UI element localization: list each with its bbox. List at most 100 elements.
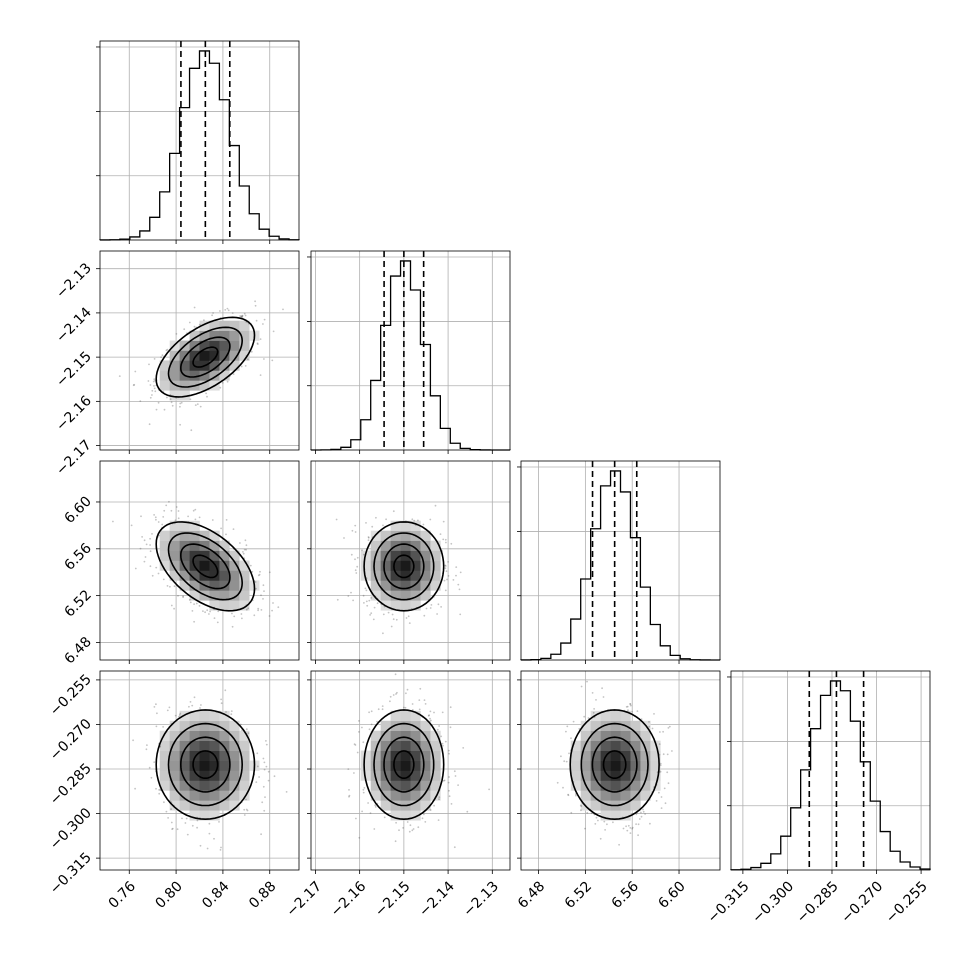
scatter-point — [450, 542, 453, 545]
density-cell — [239, 570, 250, 581]
density-cell — [169, 740, 180, 751]
density-cell — [179, 360, 190, 371]
density-cell — [179, 740, 190, 751]
density-cell — [169, 550, 180, 561]
density-cell — [209, 370, 220, 381]
contour-2 — [167, 532, 244, 601]
scatter-point — [190, 429, 193, 432]
density-cell — [400, 530, 411, 541]
scatter-point — [563, 760, 566, 763]
x-tick-label: −0.300 — [749, 878, 797, 926]
scatter-point — [382, 632, 384, 635]
density-cell — [590, 740, 601, 751]
scatter-point — [204, 611, 207, 614]
scatter-point — [407, 615, 410, 618]
scatter-point — [592, 711, 595, 714]
density-cell — [219, 340, 230, 351]
density-cell — [630, 780, 641, 791]
density-cell — [590, 720, 601, 731]
density-cell — [199, 750, 210, 761]
scatter-point — [640, 718, 643, 720]
density-cell — [400, 780, 411, 791]
scatter-point — [450, 803, 453, 805]
density-cell — [390, 520, 401, 531]
scatter-point — [406, 688, 409, 691]
scatter-point — [171, 827, 174, 830]
scatter-point — [193, 620, 196, 623]
scatter-point — [395, 821, 397, 824]
density-cell — [239, 740, 250, 751]
scatter-point — [441, 742, 444, 745]
scatter-point — [358, 836, 361, 839]
density-cell — [400, 770, 411, 781]
scatter-point — [428, 714, 430, 717]
density-cell — [179, 570, 190, 581]
scatter-point — [170, 509, 173, 512]
scatter-point — [438, 798, 440, 800]
density-cell — [209, 560, 220, 571]
scatter-point — [625, 706, 628, 708]
density-cell — [620, 810, 631, 821]
contour-1 — [591, 736, 638, 793]
scatter-point — [663, 787, 666, 790]
scatter-point — [651, 727, 654, 730]
scatter-point — [402, 706, 405, 709]
density-cell — [219, 330, 230, 341]
scatter-point — [184, 822, 187, 824]
density-cell — [400, 720, 411, 731]
x-tick-label: 0.84 — [199, 878, 232, 911]
density-cell — [209, 550, 220, 561]
scatter-point — [233, 615, 236, 618]
contour-0 — [393, 750, 415, 779]
density-cell — [390, 600, 401, 611]
density-cell — [189, 330, 200, 341]
scatter-point — [570, 811, 573, 814]
density-cell — [430, 730, 441, 741]
density-cell — [630, 800, 641, 811]
scatter-point — [171, 828, 174, 830]
scatter-point — [447, 561, 449, 563]
scatter-point — [361, 549, 363, 552]
scatter-point — [362, 553, 365, 556]
density-cell — [169, 780, 180, 791]
scatter-point — [362, 594, 365, 597]
scatter-point — [211, 314, 214, 317]
scatter-point — [155, 566, 158, 569]
scatter-point — [648, 725, 651, 728]
density-cell — [370, 790, 381, 801]
scatter-point — [189, 701, 192, 703]
density-cell — [430, 540, 441, 551]
scatter-point — [443, 779, 446, 782]
scatter-point — [166, 348, 169, 351]
scatter-point — [580, 685, 583, 688]
density-cell — [390, 790, 401, 801]
scatter-point — [350, 591, 352, 594]
density-cell — [410, 790, 421, 801]
scatter-point — [662, 730, 664, 733]
scatter-point — [178, 715, 180, 718]
x-tick-label: −0.315 — [705, 878, 753, 926]
scatter-point — [376, 602, 379, 605]
density-cell — [189, 770, 200, 781]
scatter-point — [568, 752, 570, 755]
scatter-point — [594, 823, 597, 825]
scatter-point — [444, 567, 447, 570]
scatter-point — [566, 725, 569, 728]
scatter-point — [149, 396, 152, 399]
scatter-point — [354, 531, 357, 533]
scatter-point — [261, 801, 264, 804]
contour-1 — [179, 736, 231, 793]
scatter-point — [208, 822, 211, 825]
scatter-point — [153, 514, 156, 516]
density-cell — [640, 750, 651, 761]
density-cell — [189, 590, 200, 601]
scatter-point — [570, 737, 572, 740]
density-cell — [420, 580, 431, 591]
density-cell — [169, 760, 180, 771]
density-cell — [179, 730, 190, 741]
scatter-point — [226, 380, 229, 383]
scatter-point — [155, 518, 157, 521]
density-cell — [219, 710, 230, 722]
scatter-point — [174, 714, 177, 717]
density-cell — [199, 720, 210, 731]
